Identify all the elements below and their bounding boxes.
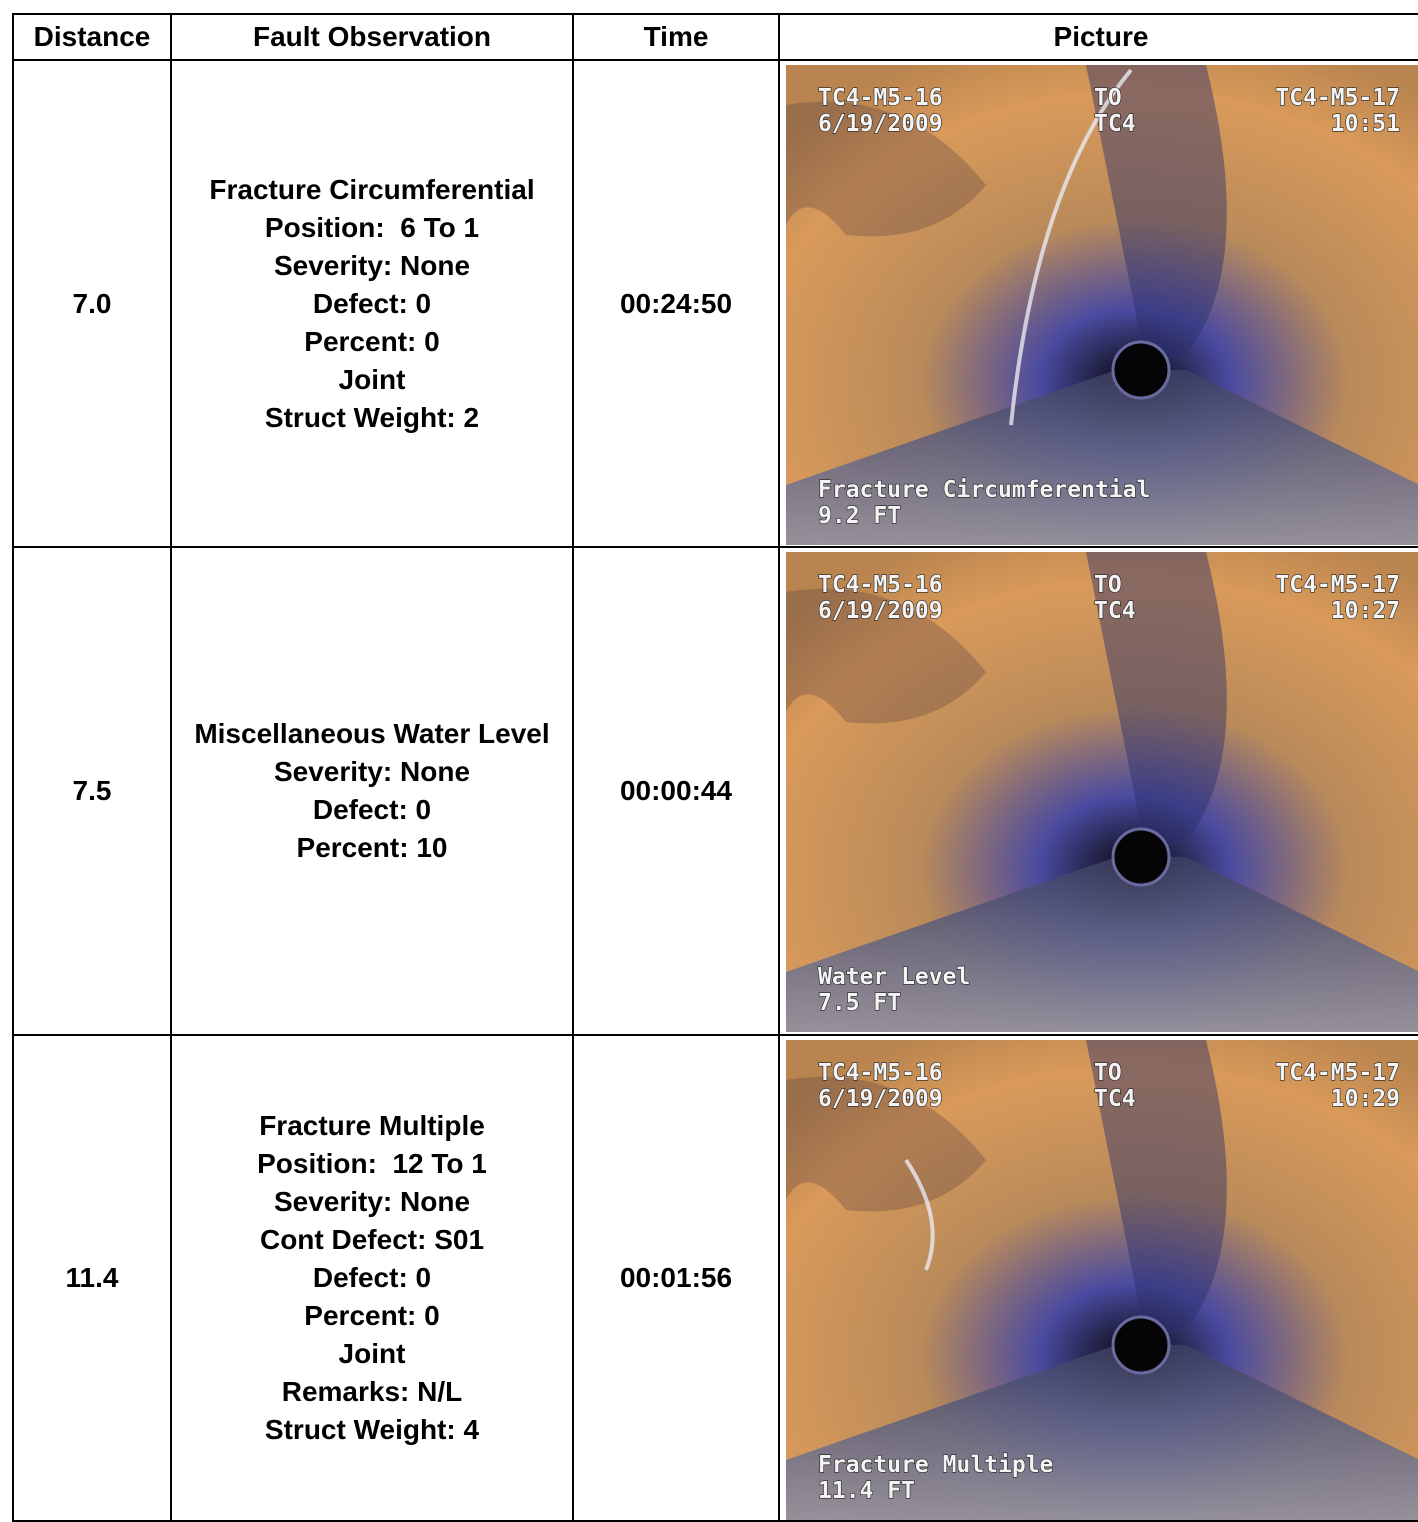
osd-text: TC4 xyxy=(1094,1086,1136,1112)
osd-text: TC4-M5-16 xyxy=(818,572,943,598)
observation-line: Severity: None xyxy=(273,1186,471,1217)
observation-line: Percent: 0 xyxy=(304,1300,440,1331)
distance-cell: 7.0 xyxy=(12,59,172,548)
osd-text: 6/19/2009 xyxy=(818,1086,943,1112)
osd-text: TC4-M5-17 xyxy=(1275,1060,1400,1086)
table-body: 7.0 Fracture Circumferential Position: 6 T… xyxy=(12,59,1418,1522)
osd-text: 6/19/2009 xyxy=(818,111,943,137)
distance-cell: 11.4 xyxy=(12,1034,172,1522)
osd-text: TO xyxy=(1094,85,1122,111)
observation-line: Joint xyxy=(338,363,406,395)
water xyxy=(786,857,1418,1032)
picture-cell: TC4-M5-16 6/19/2009 TO TC4 TC4-M5-17 10:51 Fra… xyxy=(778,59,1418,548)
observation-line: Joint xyxy=(338,1338,406,1369)
time-cell: 00:01:56 xyxy=(572,1034,780,1522)
stain xyxy=(786,588,986,724)
picture-cell: TC4-M5-16 6/19/2009 TO TC4 TC4-M5-17 10:29 Fra… xyxy=(778,1034,1418,1522)
header-cell: Picture xyxy=(778,13,1418,61)
osd-text: TC4-M5-17 xyxy=(1275,572,1400,598)
osd-text: Fracture Multiple xyxy=(818,1452,1053,1478)
header-cell: Fault Observation xyxy=(170,13,574,61)
observation-line: Miscellaneous Water Level xyxy=(194,718,550,749)
observation-line: Struct Weight: 2 xyxy=(264,401,480,433)
stain xyxy=(786,1076,986,1212)
osd-text: TC4-M5-16 xyxy=(818,1060,943,1086)
crack xyxy=(1009,68,1133,426)
observation-line: Percent: 0 xyxy=(304,325,440,357)
observation-line: Percent: 10 xyxy=(296,832,448,863)
data-row: 7.0 Fracture Circumferential Position: 6 T… xyxy=(12,59,1418,548)
observation-line: Defect: 0 xyxy=(312,794,432,825)
data-row: 7.5 Miscellaneous Water Level Severity: No… xyxy=(12,546,1418,1036)
crack xyxy=(904,1158,935,1271)
stain xyxy=(1086,1040,1227,1340)
observation-cell: Fracture Circumferential Position: 6 To 1… xyxy=(170,59,574,548)
data-row: 11.4 Fracture Multiple Position: 12 To 1 Se… xyxy=(12,1034,1418,1522)
observation-line: Fracture Circumferential xyxy=(209,173,535,205)
stain xyxy=(1086,552,1227,852)
osd-text: 9.2 FT xyxy=(818,503,901,529)
header-cell: Distance xyxy=(12,13,172,61)
picture-cell: TC4-M5-16 6/19/2009 TO TC4 TC4-M5-17 10:27 Wat… xyxy=(778,546,1418,1036)
observation-line: Position: 12 To 1 xyxy=(257,1148,487,1179)
osd-text: 6/19/2009 xyxy=(818,598,943,624)
water xyxy=(786,1345,1418,1519)
inspection-table: Distance Fault Observation Time Picture … xyxy=(12,13,1418,1522)
observation-line: Remarks: N/L xyxy=(281,1376,463,1407)
observation-line: Cont Defect: S01 xyxy=(259,1224,485,1255)
time-cell: 00:00:44 xyxy=(572,546,780,1036)
observation-line: Severity: None xyxy=(273,249,471,281)
water xyxy=(786,370,1418,545)
osd-text: 10:27 xyxy=(1331,598,1400,624)
pipe-end xyxy=(1111,1315,1171,1375)
observation-line: Severity: None xyxy=(273,756,471,787)
observation-cell: Fracture Multiple Position: 12 To 1 Severi… xyxy=(170,1034,574,1522)
observation-line: Defect: 0 xyxy=(312,1262,432,1293)
osd-text: TC4 xyxy=(1094,598,1136,624)
header-row: Distance Fault Observation Time Picture xyxy=(12,13,1418,61)
osd-text: TC4 xyxy=(1094,111,1136,137)
observation-line: Defect: 0 xyxy=(312,287,432,319)
osd-text: 10:51 xyxy=(1331,111,1400,137)
observation-line: Position: 6 To 1 xyxy=(264,211,480,243)
osd-text: TO xyxy=(1094,572,1122,598)
osd-text: Fracture Circumferential xyxy=(818,477,1150,503)
osd-text: TO xyxy=(1094,1060,1122,1086)
osd-text: 7.5 FT xyxy=(818,990,901,1016)
stain xyxy=(1086,65,1227,365)
osd-text: TC4-M5-16 xyxy=(818,85,943,111)
pipe-end xyxy=(1111,827,1171,887)
osd-text: 11.4 FT xyxy=(818,1478,915,1504)
observation-line: Struct Weight: 4 xyxy=(264,1414,480,1445)
header-cell: Time xyxy=(572,13,780,61)
osd-text: TC4-M5-17 xyxy=(1275,85,1400,111)
osd-text: Water Level xyxy=(818,964,970,990)
observation-cell: Miscellaneous Water Level Severity: None D… xyxy=(170,546,574,1036)
time-cell: 00:24:50 xyxy=(572,59,780,548)
osd-text: 10:29 xyxy=(1331,1086,1400,1112)
pipe-end xyxy=(1111,340,1171,400)
distance-cell: 7.5 xyxy=(12,546,172,1036)
observation-line: Fracture Multiple xyxy=(259,1110,485,1141)
stain xyxy=(786,101,986,237)
